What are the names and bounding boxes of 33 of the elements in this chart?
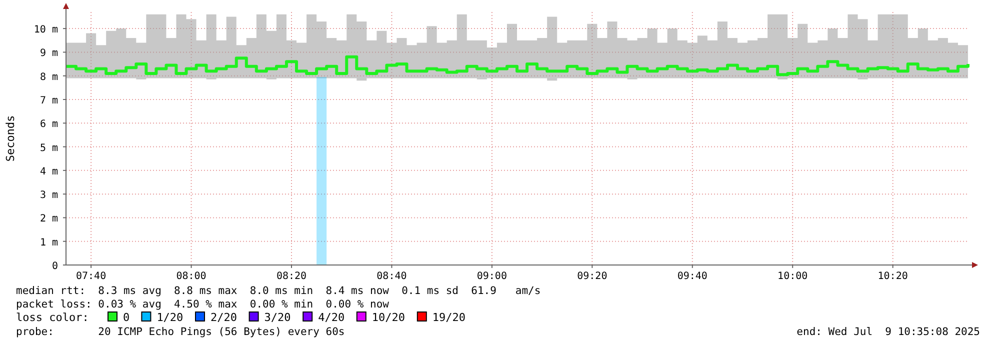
- y-tick-label: 8 m: [40, 72, 58, 83]
- x-tick-label: 10:00: [778, 271, 808, 282]
- legend-label: 0: [123, 311, 130, 324]
- legend-label: 19/20: [432, 311, 466, 324]
- x-tick-label: 09:20: [577, 271, 608, 282]
- text: end: Wed Jul 9 10:35:08 2025: [796, 326, 980, 338]
- legend-title: loss color:: [16, 311, 89, 324]
- text: median rtt: 8.3 ms avg 8.8 ms max 8.0 ms min 8.4 ms now 0.1 ms sd 61.9 am/s: [16, 285, 541, 297]
- x-tick-label: 09:00: [476, 271, 507, 282]
- x-tick-label: 10:20: [878, 271, 908, 282]
- x-tick-label: 09:40: [677, 271, 708, 282]
- x-tick-label: 07:40: [76, 271, 106, 282]
- x-tick-label: 08:20: [276, 271, 307, 282]
- y-tick-label: 6 m: [40, 119, 58, 130]
- legend-label: 1/20: [156, 311, 184, 324]
- y-axis-title: Seconds: [4, 115, 17, 162]
- text: probe: 20 ICMP Echo Pings (56 Bytes) every 60s: [16, 326, 345, 338]
- text: packet loss: 0.03 % avg 4.50 % max 0.00 % min 0.00 % now: [16, 298, 390, 310]
- y-tick-label: 5 m: [40, 142, 58, 154]
- legend-label: 3/20: [264, 311, 291, 324]
- legend-label: 2/20: [210, 311, 237, 324]
- y-tick-label: 4 m: [40, 166, 58, 178]
- y-tick-label: 7 m: [40, 95, 58, 106]
- y-tick-label: 10 m: [34, 24, 58, 36]
- legend-label: 10/20: [372, 311, 406, 324]
- x-tick-label: 08:00: [176, 271, 206, 282]
- y-tick-label: 1 m: [40, 237, 58, 248]
- y-tick-label: 9 m: [40, 48, 58, 60]
- x-tick-label: 08:40: [376, 271, 407, 282]
- y-tick-label: 3 m: [40, 190, 58, 202]
- y-tick-label: 2 m: [40, 214, 58, 225]
- legend-label: 4/20: [318, 311, 345, 324]
- y-tick-label: 0: [52, 261, 58, 272]
